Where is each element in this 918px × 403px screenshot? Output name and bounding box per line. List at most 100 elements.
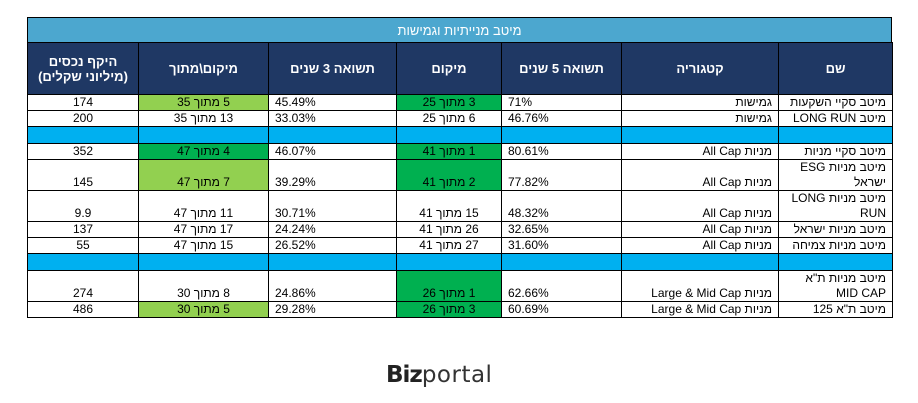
cell-asset-size: 274 [27,270,139,302]
separator-cell [501,126,622,144]
cell-asset-size: 486 [27,301,139,318]
cell-return-5y: 46.76% [501,110,622,127]
logo-portal: portal [421,362,493,388]
cell-category: גמישות [621,94,779,111]
cell-fund-name: מיטב סקיי מניות [778,143,893,160]
table-row: מיטב סקיי מניות מניות All Cap 80.61% 1 מתוך… [27,143,893,160]
cell-return-3y: 26.52% [268,237,397,254]
table-row: מיטב סקיי השקעות גמישות 71% 3 מתוך 25 45.49%… [27,94,893,111]
cell-category: מניות Large & Mid Cap [621,301,779,318]
cell-return-3y: 29.28% [268,301,397,318]
cell-rank-3y: 8 מתוך 30 [138,270,269,302]
header-row: שם קטגוריה תשואה 5 שנים מיקום תשואה 3 שנ… [27,42,893,95]
cell-rank-5y: 6 מתוך 25 [396,110,502,127]
separator-cell [501,253,622,271]
cell-rank-5y: 1 מתוך 41 [396,143,502,160]
cell-return-5y: 48.32% [501,190,622,222]
separator-cell [621,253,779,271]
cell-fund-name: מיטב מניות צמיחה [778,237,893,254]
cell-return-3y: 33.03% [268,110,397,127]
cell-fund-name: מיטב מניות LONG RUN [778,190,893,222]
cell-fund-name: מיטב מניות ת"א MID CAP [778,270,893,302]
cell-return-5y: 80.61% [501,143,622,160]
cell-return-5y: 71% [501,94,622,111]
cell-category: מניות All Cap [621,237,779,254]
header-asset-size: היקף נכסים (מיליוני שקלים) [27,42,139,95]
cell-fund-name: מיטב ת"א 125 [778,301,893,318]
bizportal-logo: Biz portal [386,362,558,388]
cell-return-3y: 24.24% [268,221,397,238]
header-rank-5y: מיקום [396,42,502,95]
header-return-3y: תשואה 3 שנים [268,42,397,95]
separator-cell [27,253,139,271]
cell-return-3y: 39.29% [268,159,397,191]
cell-category: גמישות [621,110,779,127]
cell-return-3y: 24.86% [268,270,397,302]
table-row: מיטב ת"א 125 מניות Large & Mid Cap 60.69% 3… [27,301,893,318]
cell-asset-size: 200 [27,110,139,127]
header-name: שם [778,42,893,95]
cell-rank-5y: 1 מתוך 26 [396,270,502,302]
cell-category: מניות All Cap [621,221,779,238]
cell-rank-3y: 15 מתוך 47 [138,237,269,254]
group-separator [27,126,893,144]
cell-rank-3y: 5 מתוך 30 [138,301,269,318]
separator-cell [138,253,269,271]
cell-fund-name: מיטב סקיי השקעות [778,94,893,111]
cell-rank-3y: 4 מתוך 47 [138,143,269,160]
table-row: מיטב מניות ת"א MID CAP מניות Large & Mid … [27,270,893,302]
cell-asset-size: 352 [27,143,139,160]
cell-rank-3y: 5 מתוך 35 [138,94,269,111]
group-separator [27,253,893,271]
cell-fund-name: מיטב מניות ESG ישראל [778,159,893,191]
cell-return-3y: 30.71% [268,190,397,222]
header-rank-3y: מיקום\מתוך [138,42,269,95]
cell-asset-size: 9.9 [27,190,139,222]
cell-category: מניות All Cap [621,143,779,160]
table-title: מיטב מנייתיות וגמישות [27,17,892,42]
cell-rank-5y: 15 מתוך 41 [396,190,502,222]
cell-rank-5y: 3 מתוך 26 [396,301,502,318]
cell-return-3y: 45.49% [268,94,397,111]
header-return-5y: תשואה 5 שנים [501,42,622,95]
cell-rank-3y: 11 מתוך 47 [138,190,269,222]
cell-rank-5y: 3 מתוך 25 [396,94,502,111]
cell-return-3y: 46.07% [268,143,397,160]
table-row: מיטב מניות ישראל מניות All Cap 32.65% 26 מת… [27,221,893,238]
cell-return-5y: 32.65% [501,221,622,238]
cell-rank-5y: 2 מתוך 41 [396,159,502,191]
funds-table: שם קטגוריה תשואה 5 שנים מיקום תשואה 3 שנ… [27,42,893,318]
cell-return-5y: 31.60% [501,237,622,254]
cell-rank-5y: 27 מתוך 41 [396,237,502,254]
cell-return-5y: 60.69% [501,301,622,318]
cell-return-5y: 62.66% [501,270,622,302]
separator-cell [268,253,397,271]
cell-category: מניות Large & Mid Cap [621,270,779,302]
separator-cell [27,126,139,144]
separator-cell [138,126,269,144]
cell-asset-size: 137 [27,221,139,238]
funds-table-container: מיטב מנייתיות וגמישות שם קטגוריה תשואה 5… [27,17,893,318]
separator-cell [396,126,502,144]
cell-category: מניות All Cap [621,159,779,191]
cell-return-5y: 77.82% [501,159,622,191]
cell-fund-name: מיטב מניות ישראל [778,221,893,238]
table-row: מיטב מניות ESG ישראל מניות All Cap 77.82% 2… [27,159,893,191]
header-category: קטגוריה [621,42,779,95]
cell-rank-5y: 26 מתוך 41 [396,221,502,238]
separator-cell [396,253,502,271]
separator-cell [621,126,779,144]
separator-cell [778,253,893,271]
logo-biz: Biz [386,362,423,388]
cell-rank-3y: 13 מתוך 35 [138,110,269,127]
table-row: מיטב מניות צמיחה מניות All Cap 31.60% 27 מת… [27,237,893,254]
cell-fund-name: מיטב LONG RUN [778,110,893,127]
separator-cell [268,126,397,144]
cell-asset-size: 55 [27,237,139,254]
cell-asset-size: 174 [27,94,139,111]
cell-rank-3y: 7 מתוך 47 [138,159,269,191]
table-row: מיטב LONG RUN גמישות 46.76% 6 מתוך 25 33.03%… [27,110,893,127]
table-row: מיטב מניות LONG RUN מניות All Cap 48.32% 15… [27,190,893,222]
cell-asset-size: 145 [27,159,139,191]
cell-category: מניות All Cap [621,190,779,222]
